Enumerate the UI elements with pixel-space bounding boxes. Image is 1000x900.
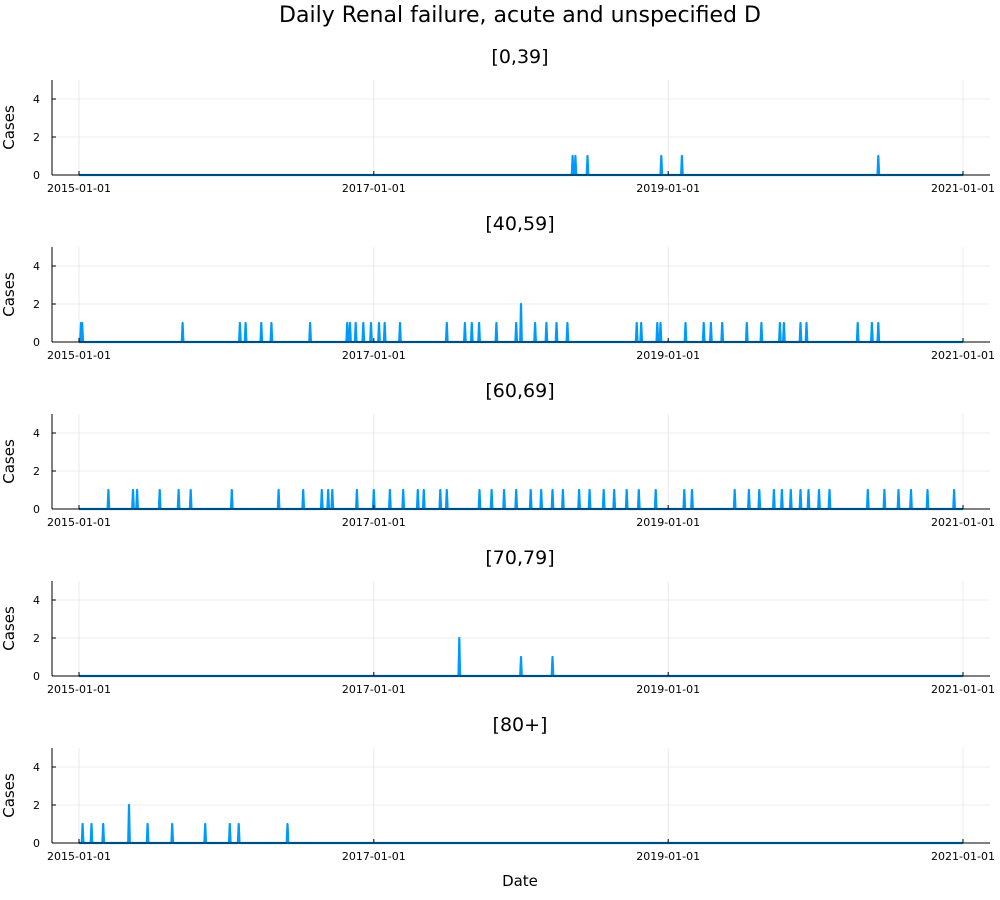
panel-3: [60,69] Cases 0 2 4 2015-01-01 2017-01-01 2019-… — [0, 380, 995, 529]
x-tick-label: 2021-01-01 — [931, 182, 995, 195]
y-tick-label: 2 — [33, 131, 40, 144]
panel-title: [0,39] — [491, 46, 548, 68]
x-tick-label: 2017-01-01 — [342, 850, 406, 863]
x-tick-label: 2015-01-01 — [47, 182, 111, 195]
x-tick-label: 2021-01-01 — [931, 349, 995, 362]
x-tick-label: 2017-01-01 — [342, 516, 406, 529]
series-line — [79, 488, 963, 511]
y-tick-label: 4 — [33, 761, 40, 774]
y-tick-label: 2 — [33, 799, 40, 812]
x-tick-label: 2015-01-01 — [47, 349, 111, 362]
y-tick-label: 0 — [33, 503, 40, 516]
y-axis-label: Cases — [0, 606, 18, 651]
panel-title: [70,79] — [485, 547, 554, 569]
panel-1: [0,39] Cases 0 2 4 2015-01-01 2017-01-01 2019-0… — [0, 46, 995, 195]
series-line — [79, 803, 963, 845]
x-tick-label: 2017-01-01 — [342, 683, 406, 696]
y-tick-label: 0 — [33, 169, 40, 182]
x-tick-label: 2015-01-01 — [47, 850, 111, 863]
x-tick-label: 2021-01-01 — [931, 516, 995, 529]
y-axis-label: Cases — [0, 773, 18, 818]
y-tick-label: 0 — [33, 837, 40, 850]
y-axis-label: Cases — [0, 439, 18, 484]
x-tick-label: 2021-01-01 — [931, 850, 995, 863]
x-axis-label: Date — [502, 872, 538, 890]
panel-4: [70,79] Cases 0 2 4 2015-01-01 2017-01-01 2019-… — [0, 547, 995, 696]
x-tick-label: 2019-01-01 — [636, 683, 700, 696]
series-line — [79, 154, 963, 177]
y-axis-label: Cases — [0, 105, 18, 150]
panel-5: [80+] Cases 0 2 4 2015-01-01 2017-01-01 2019-01… — [0, 714, 995, 863]
y-tick-label: 4 — [33, 260, 40, 273]
chart-title: Daily Renal failure, acute and unspecifi… — [279, 3, 761, 28]
y-tick-label: 2 — [33, 632, 40, 645]
series-line — [79, 302, 963, 344]
y-tick-label: 0 — [33, 336, 40, 349]
x-tick-label: 2017-01-01 — [342, 349, 406, 362]
y-tick-label: 2 — [33, 465, 40, 478]
y-tick-label: 4 — [33, 594, 40, 607]
x-tick-label: 2015-01-01 — [47, 683, 111, 696]
panel-title: [40,59] — [485, 213, 554, 235]
y-tick-label: 0 — [33, 670, 40, 683]
x-tick-label: 2019-01-01 — [636, 182, 700, 195]
x-tick-label: 2021-01-01 — [931, 683, 995, 696]
y-tick-label: 4 — [33, 93, 40, 106]
x-tick-label: 2017-01-01 — [342, 182, 406, 195]
x-tick-label: 2019-01-01 — [636, 349, 700, 362]
panel-title: [60,69] — [485, 380, 554, 402]
y-tick-label: 4 — [33, 427, 40, 440]
y-tick-label: 2 — [33, 298, 40, 311]
x-tick-label: 2019-01-01 — [636, 516, 700, 529]
y-axis-label: Cases — [0, 272, 18, 317]
x-tick-label: 2019-01-01 — [636, 850, 700, 863]
x-tick-label: 2015-01-01 — [47, 516, 111, 529]
panel-title: [80+] — [493, 714, 548, 736]
panel-2: [40,59] Cases 0 2 4 2015-01-01 2017-01-01 2019-… — [0, 213, 995, 362]
series-line — [79, 636, 963, 678]
panels-group: [0,39] Cases 0 2 4 2015-01-01 2017-01-01 2019-0… — [0, 46, 995, 863]
